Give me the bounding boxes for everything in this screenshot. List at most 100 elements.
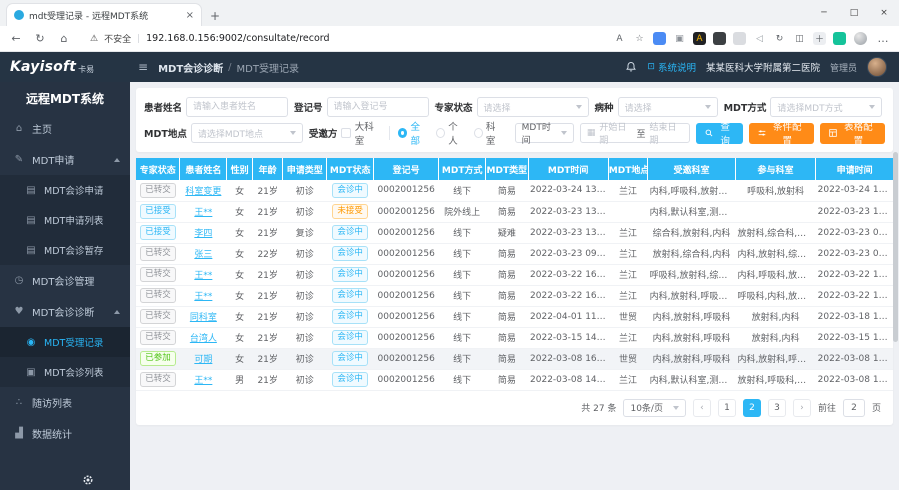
sidebar-item-MDT会诊申请[interactable]: ▤ MDT会诊申请	[0, 175, 130, 205]
home-icon[interactable]: ⌂	[60, 32, 68, 45]
browser-tab[interactable]: mdt受理记录 - 远程MDT系统 ×	[6, 3, 202, 26]
minimize-button[interactable]: ─	[821, 8, 827, 18]
sidebar-item-MDT受理记录[interactable]: ◉ MDT受理记录	[0, 327, 130, 357]
patient-name-link[interactable]: 王**	[194, 376, 213, 386]
mdt-mode-select[interactable]: 请选择MDT方式	[770, 97, 883, 117]
patient-name-link[interactable]: 同科室	[189, 313, 217, 323]
big-dept-checkbox[interactable]	[341, 128, 351, 138]
sidebar-item-MDT会诊诊断[interactable]: ♥ MDT会诊诊断	[0, 296, 130, 327]
extension-capture-icon[interactable]	[733, 32, 746, 45]
patient-name-link[interactable]: 王**	[194, 271, 213, 281]
extension-dark-icon[interactable]	[713, 32, 726, 45]
patient-name-cell[interactable]: 王**	[179, 369, 227, 391]
sidebar-item-MDT申请列表[interactable]: ▤ MDT申请列表	[0, 205, 130, 235]
patient-name-link[interactable]: 可期	[194, 355, 213, 365]
breadcrumb-section: MDT会诊诊断	[158, 63, 224, 75]
invitee-radio-科室[interactable]	[473, 128, 483, 138]
mdt-place-cell: 兰江	[608, 369, 648, 391]
collections-icon[interactable]: ↻	[775, 33, 784, 44]
notification-bell-icon[interactable]	[625, 61, 637, 73]
table-row: 已转交 王** 女 21岁 初诊 会诊中 0002001256 线下 简易 2022-03-22 …	[136, 264, 893, 286]
goto-page-input[interactable]	[842, 398, 865, 417]
patient-name-cell[interactable]: 科室变更	[179, 180, 227, 202]
page-button-3[interactable]: 3	[767, 398, 786, 417]
gender-cell: 女	[226, 180, 253, 202]
page-size-select[interactable]: 10条/页	[623, 398, 686, 417]
address-bar[interactable]: ⚠ 不安全 | 192.168.0.156:9002/consultate/re…	[80, 30, 605, 47]
apply-type-cell: 初诊	[282, 201, 327, 223]
browser-profile-avatar[interactable]	[854, 32, 867, 45]
extension-copy-icon[interactable]: ▣	[675, 33, 684, 44]
grammar-extension-icon[interactable]	[833, 32, 846, 45]
maximize-button[interactable]: □	[849, 8, 859, 18]
refresh-icon[interactable]: ↻	[35, 32, 45, 45]
user-avatar[interactable]	[867, 57, 887, 77]
close-button[interactable]: ×	[880, 8, 888, 18]
sidebar-item-MDT会诊暂存[interactable]: ▤ MDT会诊暂存	[0, 235, 130, 265]
new-tab-button[interactable]: +	[210, 9, 221, 23]
extension-translate-icon[interactable]: A	[693, 32, 706, 45]
patient-name-link[interactable]: 王**	[194, 292, 213, 302]
date-range-picker[interactable]: ▦ 开始日期 至 结束日期	[579, 123, 690, 146]
system-help-link[interactable]: ⊡ 系统说明	[647, 60, 696, 74]
sidebar-item-数据统计[interactable]: ▟ 数据统计	[0, 418, 130, 449]
patient-name-cell[interactable]: 可期	[179, 348, 227, 370]
sidebar-item-MDT会诊列表[interactable]: ▣ MDT会诊列表	[0, 357, 130, 387]
expert-status-label: 专家状态	[434, 103, 473, 114]
divider	[389, 126, 390, 140]
extension-pointer-icon[interactable]	[653, 32, 666, 45]
patient-name-cell[interactable]: 李四	[179, 222, 227, 244]
patient-name-cell[interactable]: 王**	[179, 201, 227, 223]
expert-status-badge: 已接受	[136, 201, 180, 223]
page-button-2[interactable]: 2	[742, 398, 761, 417]
mdt-type-cell: 简易	[485, 243, 529, 265]
page-button-1[interactable]: 1	[717, 398, 736, 417]
expert-status-select[interactable]: 请选择	[476, 97, 589, 117]
split-screen-icon[interactable]: ◫	[795, 33, 804, 44]
condition-config-button[interactable]: 条件配置	[748, 122, 814, 147]
search-button[interactable]: 查询	[695, 122, 743, 147]
tab-close-icon[interactable]: ×	[185, 9, 194, 21]
patient-name-cell[interactable]: 张三	[179, 243, 227, 265]
invitee-label: 受邀方	[308, 129, 338, 140]
scrollbar-thumb[interactable]	[893, 152, 898, 342]
prev-page-button[interactable]: ‹	[692, 398, 711, 417]
tab-title: mdt受理记录 - 远程MDT系统	[29, 11, 149, 22]
favorites-icon[interactable]: ☆	[635, 33, 644, 44]
edit-icon: ✎	[14, 154, 24, 165]
sidebar-item-MDT申请[interactable]: ✎ MDT申请	[0, 144, 130, 175]
page-size-value: 10条/页	[630, 404, 663, 414]
mute-tab-icon[interactable]: ◁	[756, 33, 763, 44]
patient-name-link[interactable]: 科室变更	[185, 186, 222, 197]
joined-depts-cell: 放射科,综合科,内科	[735, 222, 816, 244]
mdt-type-cell: 简易	[485, 348, 529, 370]
extensions-puzzle-icon[interactable]: ＋	[813, 32, 826, 45]
more-menu-icon[interactable]: …	[877, 32, 889, 45]
patient-name-link[interactable]: 台湾人	[189, 334, 217, 344]
patient-name-link[interactable]: 王**	[194, 208, 213, 218]
invitee-radio-个人[interactable]	[436, 128, 446, 138]
time-type-select[interactable]: MDT时间	[514, 123, 574, 146]
sidebar-collapse-icon[interactable]: ≡	[138, 60, 149, 74]
invitee-radio-全部[interactable]	[397, 128, 408, 138]
sidebar-item-主页[interactable]: ⌂ 主页	[0, 113, 130, 144]
patient-name-cell[interactable]: 同科室	[179, 306, 227, 328]
mdt-place-select[interactable]: 请选择MDT地点	[190, 123, 303, 143]
patient-name-link[interactable]: 张三	[194, 250, 213, 260]
reg-no-input[interactable]	[326, 97, 429, 117]
settings-gear-icon[interactable]	[82, 474, 94, 486]
reg-no-cell: 0002001256	[373, 243, 439, 265]
patient-name-cell[interactable]: 台湾人	[179, 327, 227, 349]
patient-name-cell[interactable]: 王**	[179, 264, 227, 286]
table-config-button[interactable]: 表格配置	[819, 122, 885, 147]
sidebar-item-随访列表[interactable]: ∴ 随访列表	[0, 387, 130, 418]
back-icon[interactable]: ←	[11, 32, 21, 45]
next-page-button[interactable]: ›	[792, 398, 811, 417]
expert-status-placeholder: 请选择	[483, 103, 511, 114]
patient-name-cell[interactable]: 王**	[179, 285, 227, 307]
patient-name-input[interactable]	[186, 97, 289, 117]
patient-name-link[interactable]: 李四	[194, 229, 213, 239]
sidebar-item-MDT会诊管理[interactable]: ◷ MDT会诊管理	[0, 265, 130, 296]
disease-select[interactable]: 请选择	[617, 97, 718, 117]
read-aloud-icon[interactable]: A	[616, 33, 623, 44]
